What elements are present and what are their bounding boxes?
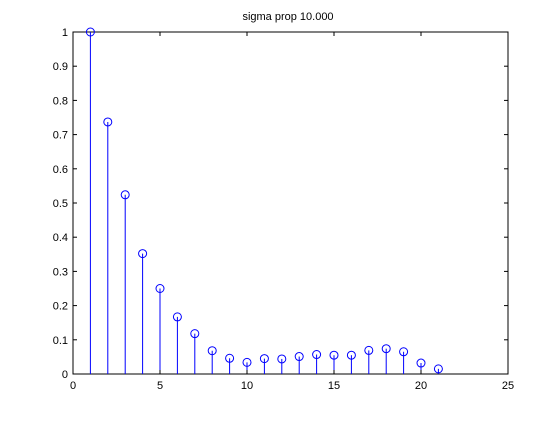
stem-marker — [346, 350, 356, 360]
y-tick-label: 0.4 — [53, 232, 68, 244]
x-tick-label: 10 — [241, 380, 253, 392]
stem-marker — [312, 350, 322, 360]
stem-marker — [120, 190, 130, 200]
chart-title: sigma prop 10.000 — [242, 11, 333, 23]
stem-marker — [242, 357, 252, 367]
stem-marker — [381, 344, 391, 354]
y-tick-label: 0.5 — [53, 198, 68, 210]
y-tick-label: 0.2 — [53, 301, 68, 313]
y-tick-label: 0.1 — [53, 335, 68, 347]
x-tick-label: 15 — [328, 380, 340, 392]
ticks-layer — [72, 31, 509, 375]
stem-marker — [172, 312, 182, 322]
stem-marker — [294, 352, 304, 362]
stem-marker — [103, 117, 113, 127]
x-tick-label: 5 — [157, 380, 163, 392]
stem-marker — [155, 284, 165, 293]
tick-labels-layer: 0 5 10 15 20 25 0 0.1 0.2 0.3 0.4 0.5 0.6 0.7 0.8 0.9 1 — [53, 27, 514, 392]
stem-marker — [259, 354, 269, 364]
stem-marker — [416, 358, 426, 368]
stems-layer — [85, 27, 443, 374]
stem-marker — [277, 354, 287, 364]
stem-marker — [190, 329, 200, 339]
plot-area — [72, 31, 509, 375]
y-tick-label: 0.7 — [53, 130, 68, 142]
y-tick-label: 0.6 — [53, 164, 68, 176]
y-tick-label: 0 — [62, 369, 68, 381]
stem-marker — [433, 364, 443, 374]
x-tick-label: 0 — [70, 380, 76, 392]
stem-marker — [85, 27, 95, 37]
stem-marker — [399, 347, 409, 357]
y-tick-label: 0.3 — [53, 266, 68, 278]
stem-marker — [329, 350, 339, 360]
stem-marker — [364, 345, 374, 355]
y-tick-label: 1 — [62, 27, 68, 39]
y-tick-label: 0.9 — [53, 61, 68, 73]
stem-marker — [138, 249, 148, 259]
stem-marker — [207, 346, 217, 356]
x-tick-label: 25 — [502, 380, 514, 392]
x-tick-label: 20 — [415, 380, 427, 392]
y-tick-label: 0.8 — [53, 95, 68, 107]
stem-marker — [225, 353, 235, 363]
